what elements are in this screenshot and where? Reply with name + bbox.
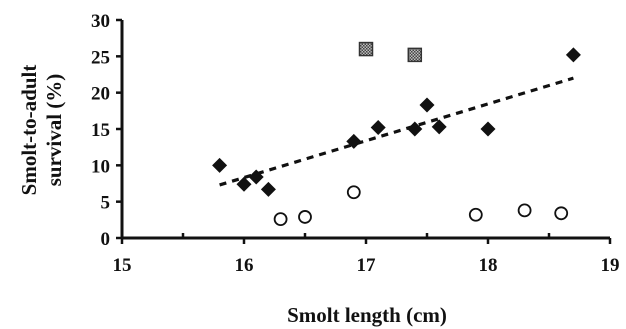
diamond-point: [407, 121, 423, 137]
diamond-point: [346, 133, 362, 149]
data-points: [212, 41, 581, 227]
diamond-point: [260, 181, 276, 197]
x-tick-label: 17: [357, 255, 377, 276]
x-tick-label: 15: [113, 255, 132, 276]
y-tick-label: 10: [91, 156, 110, 177]
diamond-point: [236, 176, 252, 192]
diamond-point: [419, 97, 435, 113]
y-axis-title: Smolt-to-adult survival (%): [17, 65, 66, 196]
trendline: [219, 76, 574, 187]
y-tick-label: 25: [91, 47, 110, 68]
circle-point: [346, 185, 361, 200]
square-point: [358, 41, 374, 57]
y-tick-label: 0: [101, 229, 111, 250]
x-tick-label: 18: [479, 255, 498, 276]
diamond-point: [248, 169, 264, 185]
diamond-point: [370, 120, 386, 136]
diamond-point: [431, 119, 447, 135]
square-point: [407, 47, 423, 63]
y-axis-title-line1: Smolt-to-adult: [17, 65, 41, 196]
x-axis-ticks: 15 16 17 18 19: [113, 233, 620, 276]
trendline-group: [219, 76, 574, 187]
circle-point: [554, 206, 569, 221]
diamond-point: [480, 121, 496, 137]
y-axis-ticks: 0 5 10 15 20 25 30: [91, 11, 122, 250]
x-tick-label: 19: [601, 255, 620, 276]
diamond-point: [212, 157, 228, 173]
circle-point: [273, 212, 288, 227]
diamond-point: [565, 47, 581, 63]
x-tick-label: 16: [235, 255, 254, 276]
circle-point: [468, 207, 483, 222]
y-tick-label: 20: [91, 84, 110, 105]
y-tick-label: 5: [101, 193, 111, 214]
y-axis-title-line2: survival (%): [42, 74, 66, 187]
x-axis-title: Smolt length (cm): [287, 303, 447, 327]
circle-point: [298, 210, 312, 224]
y-tick-label: 15: [91, 120, 110, 141]
y-tick-label: 30: [91, 11, 110, 32]
circle-point: [517, 203, 532, 218]
